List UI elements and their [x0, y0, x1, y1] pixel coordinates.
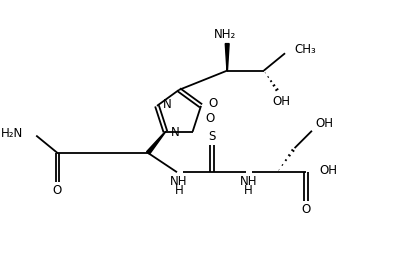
Polygon shape [147, 132, 165, 154]
Text: OH: OH [320, 164, 338, 177]
Text: H: H [244, 184, 253, 197]
Text: S: S [208, 130, 215, 143]
Text: OH: OH [316, 116, 334, 130]
Text: NH: NH [170, 175, 188, 188]
Text: O: O [209, 97, 218, 110]
Text: CH₃: CH₃ [295, 43, 316, 56]
Text: O: O [53, 184, 62, 197]
Text: O: O [205, 112, 215, 125]
Text: N: N [171, 126, 180, 139]
Text: H₂N: H₂N [0, 127, 23, 140]
Text: O: O [302, 203, 311, 216]
Text: OH: OH [272, 95, 290, 108]
Polygon shape [225, 44, 229, 71]
Text: NH: NH [239, 175, 257, 188]
Text: H: H [175, 184, 183, 197]
Text: NH₂: NH₂ [214, 29, 236, 41]
Text: N: N [163, 98, 171, 111]
